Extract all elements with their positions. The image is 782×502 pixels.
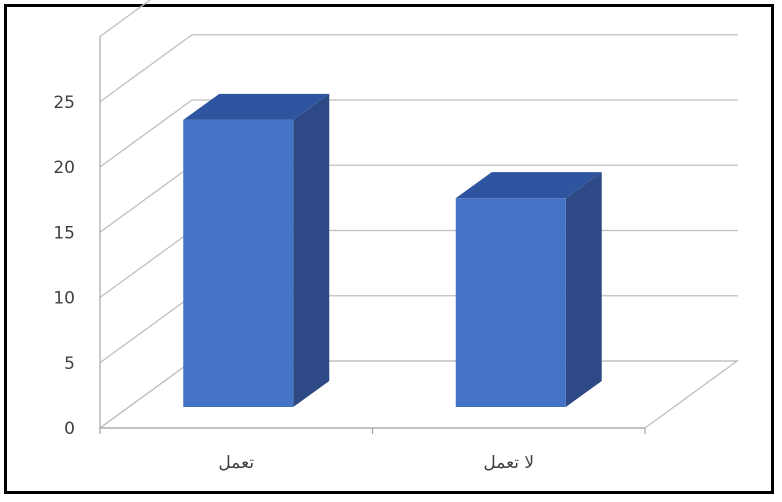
chart-frame [4, 4, 774, 494]
gridline-side [99, 99, 193, 168]
bar [455, 198, 566, 407]
x-category-label: لا تعمل [483, 453, 534, 473]
bar-top [455, 172, 602, 199]
bar-side [293, 93, 330, 407]
bar-layer [183, 93, 602, 407]
gridline-side [99, 295, 193, 364]
y-tick-label: 20 [53, 158, 75, 178]
bar-top [183, 93, 330, 120]
gridline-side [99, 0, 152, 38]
bar [183, 119, 294, 407]
y-tick-label: 25 [53, 93, 75, 113]
x-category-label: تعمل [218, 453, 254, 473]
y-tick-label: 15 [53, 223, 75, 243]
gridline-side [99, 164, 193, 233]
bar-side [565, 172, 602, 407]
gridline-side [99, 34, 193, 103]
label-layer: 0 5 10 15 20 25 تعمل لا تعمل [53, 93, 534, 473]
axis-layer [99, 36, 646, 434]
y-tick-label: 0 [64, 419, 75, 439]
y-tick-label: 5 [64, 354, 75, 374]
y-tick-label: 10 [53, 289, 75, 309]
gridline-side [99, 229, 193, 299]
